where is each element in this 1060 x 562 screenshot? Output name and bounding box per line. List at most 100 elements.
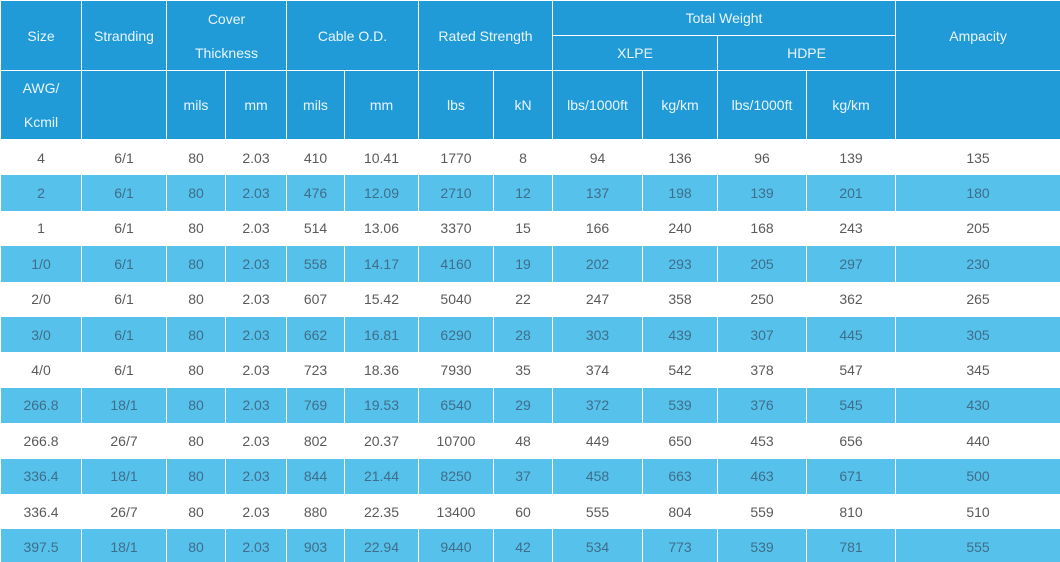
cell-strength-kn: 8 xyxy=(492,139,554,176)
header-cable-od: Cable O.D. xyxy=(286,0,419,71)
cell-strength-lbs: 3370 xyxy=(418,210,494,247)
cell-hdpe-kgkm: 547 xyxy=(806,352,897,388)
unit-od-mm: mm xyxy=(344,70,419,140)
cell-xlpe-kgkm: 663 xyxy=(642,458,719,494)
cell-strength-kn: 22 xyxy=(492,281,554,317)
unit-xlpe-lbs: lbs/1000ft xyxy=(552,70,644,140)
cell-cover-mils: 80 xyxy=(166,387,226,424)
header-stranding: Stranding xyxy=(81,0,167,71)
cell-od-mils: 903 xyxy=(286,529,345,562)
cell-stranding: 6/1 xyxy=(81,175,167,211)
unit-hdpe-kgkm: kg/km xyxy=(806,70,897,140)
cell-stranding: 18/1 xyxy=(81,387,167,424)
cell-strength-lbs: 2710 xyxy=(418,175,494,211)
unit-cover-mm: mm xyxy=(225,70,287,140)
cell-od-mm: 16.81 xyxy=(344,316,419,353)
cell-xlpe-kgkm: 539 xyxy=(642,387,719,424)
cell-hdpe-lbs: 139 xyxy=(717,175,808,211)
cell-xlpe-lbs: 534 xyxy=(552,529,644,562)
table-row: 266.8 18/1 80 2.03 769 19.53 6540 29 372 539 376 54… xyxy=(0,387,1060,424)
cell-strength-kn: 48 xyxy=(492,423,554,459)
cell-cover-mm: 2.03 xyxy=(225,316,287,353)
cell-strength-kn: 19 xyxy=(492,246,554,282)
cell-size: 4/0 xyxy=(0,352,82,388)
cell-od-mm: 20.37 xyxy=(344,423,419,459)
cell-ampacity: 440 xyxy=(895,423,1060,459)
header-cover-thickness: Cover Thickness xyxy=(166,0,287,71)
cell-hdpe-lbs: 559 xyxy=(717,493,808,530)
unit-ampacity xyxy=(895,70,1060,140)
header-cover-line2: Thickness xyxy=(194,44,259,61)
cell-ampacity: 500 xyxy=(895,458,1060,494)
cell-hdpe-kgkm: 243 xyxy=(806,210,897,247)
cell-xlpe-lbs: 94 xyxy=(552,139,644,176)
cell-xlpe-lbs: 458 xyxy=(552,458,644,494)
cell-stranding: 6/1 xyxy=(81,316,167,353)
table-row: 266.8 26/7 80 2.03 802 20.37 10700 48 449 650 453 6… xyxy=(0,423,1060,459)
table-row: 1 6/1 80 2.03 514 13.06 3370 15 166 240 168 243 205 xyxy=(0,210,1060,247)
cell-xlpe-kgkm: 439 xyxy=(642,316,719,353)
cell-od-mm: 14.17 xyxy=(344,246,419,282)
cell-ampacity: 180 xyxy=(895,175,1060,211)
cell-xlpe-kgkm: 358 xyxy=(642,281,719,317)
cell-cover-mils: 80 xyxy=(166,529,226,562)
header-size: Size xyxy=(0,0,82,71)
cell-od-mm: 15.42 xyxy=(344,281,419,317)
cell-hdpe-kgkm: 139 xyxy=(806,139,897,176)
cell-cover-mm: 2.03 xyxy=(225,529,287,562)
cell-size: 3/0 xyxy=(0,316,82,353)
table-body: 4 6/1 80 2.03 410 10.41 1770 8 94 136 96 139 135 2 6/1… xyxy=(0,139,1060,562)
cell-size: 336.4 xyxy=(0,458,82,494)
cell-hdpe-kgkm: 671 xyxy=(806,458,897,494)
cell-strength-kn: 15 xyxy=(492,210,554,247)
cell-hdpe-lbs: 307 xyxy=(717,316,808,353)
cell-size: 1 xyxy=(0,210,82,247)
cell-od-mils: 476 xyxy=(286,175,345,211)
table-header: Size Stranding Cover Thickness Cable O.D… xyxy=(0,0,1060,140)
cell-xlpe-kgkm: 136 xyxy=(642,139,719,176)
cell-stranding: 6/1 xyxy=(81,352,167,388)
cell-od-mils: 514 xyxy=(286,210,345,247)
cell-strength-kn: 60 xyxy=(492,493,554,530)
cell-xlpe-lbs: 166 xyxy=(552,210,644,247)
cell-strength-lbs: 1770 xyxy=(418,139,494,176)
unit-size-line1: AWG/ xyxy=(22,80,60,96)
cell-cover-mm: 2.03 xyxy=(225,352,287,388)
cell-cover-mils: 80 xyxy=(166,458,226,494)
cell-cover-mils: 80 xyxy=(166,316,226,353)
cell-cover-mils: 80 xyxy=(166,210,226,247)
cell-strength-lbs: 8250 xyxy=(418,458,494,494)
cell-hdpe-lbs: 205 xyxy=(717,246,808,282)
cell-od-mm: 13.06 xyxy=(344,210,419,247)
cell-strength-kn: 42 xyxy=(492,529,554,562)
table-row: 336.4 26/7 80 2.03 880 22.35 13400 60 555 804 559 8… xyxy=(0,493,1060,530)
cell-ampacity: 345 xyxy=(895,352,1060,388)
cell-hdpe-lbs: 463 xyxy=(717,458,808,494)
cell-od-mm: 22.35 xyxy=(344,493,419,530)
cell-hdpe-kgkm: 445 xyxy=(806,316,897,353)
cell-od-mils: 844 xyxy=(286,458,345,494)
cell-od-mils: 410 xyxy=(286,139,345,176)
unit-xlpe-kgkm: kg/km xyxy=(642,70,719,140)
cell-cover-mm: 2.03 xyxy=(225,493,287,530)
table-row: 397.5 18/1 80 2.03 903 22.94 9440 42 534 773 539 78… xyxy=(0,529,1060,562)
cell-ampacity: 430 xyxy=(895,387,1060,424)
cell-cover-mils: 80 xyxy=(166,139,226,176)
cell-xlpe-lbs: 372 xyxy=(552,387,644,424)
cell-hdpe-kgkm: 545 xyxy=(806,387,897,424)
cell-size: 397.5 xyxy=(0,529,82,562)
cell-od-mm: 19.53 xyxy=(344,387,419,424)
cell-stranding: 26/7 xyxy=(81,423,167,459)
cell-size: 336.4 xyxy=(0,493,82,530)
cell-cover-mm: 2.03 xyxy=(225,246,287,282)
cell-hdpe-kgkm: 297 xyxy=(806,246,897,282)
cell-cover-mm: 2.03 xyxy=(225,458,287,494)
header-xlpe: XLPE xyxy=(552,35,719,71)
cell-ampacity: 265 xyxy=(895,281,1060,317)
table-row: 3/0 6/1 80 2.03 662 16.81 6290 28 303 439 307 445 30… xyxy=(0,316,1060,353)
cell-hdpe-lbs: 96 xyxy=(717,139,808,176)
cell-cover-mils: 80 xyxy=(166,246,226,282)
cell-strength-kn: 28 xyxy=(492,316,554,353)
cell-od-mm: 22.94 xyxy=(344,529,419,562)
cell-ampacity: 230 xyxy=(895,246,1060,282)
